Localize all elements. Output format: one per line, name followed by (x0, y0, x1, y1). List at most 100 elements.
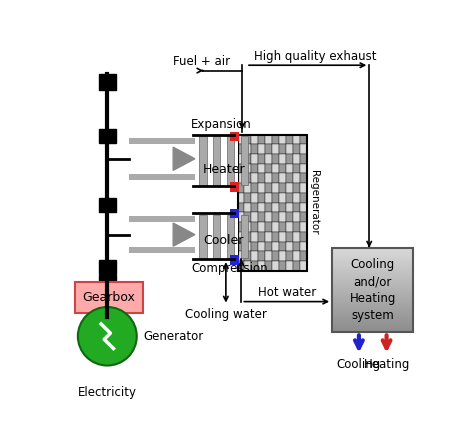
Bar (227, 136, 235, 184)
Bar (265, 232, 273, 241)
Bar (293, 222, 300, 232)
Bar (258, 261, 265, 271)
Bar (129, 247, 195, 253)
Bar (300, 261, 307, 271)
Bar (300, 241, 307, 251)
Bar (251, 203, 258, 212)
Text: Heating: Heating (364, 358, 410, 371)
Bar (293, 203, 300, 212)
Bar (293, 134, 300, 144)
Text: Heater: Heater (202, 163, 245, 176)
Bar (286, 193, 293, 203)
Bar (237, 232, 245, 241)
Bar (300, 222, 307, 232)
Polygon shape (173, 147, 195, 170)
Bar (195, 134, 237, 186)
Bar (286, 241, 293, 251)
Bar (213, 214, 220, 258)
Bar (293, 144, 300, 154)
Bar (237, 144, 245, 154)
Bar (258, 164, 265, 173)
Bar (99, 129, 116, 143)
Bar (293, 193, 300, 203)
Bar (300, 144, 307, 154)
Bar (245, 134, 251, 144)
Bar (237, 241, 245, 251)
Bar (245, 203, 251, 212)
Bar (99, 74, 116, 90)
Bar (237, 183, 245, 193)
Bar (286, 154, 293, 164)
Bar (237, 134, 245, 144)
Bar (258, 251, 265, 261)
Bar (251, 193, 258, 203)
Bar (251, 251, 258, 261)
Bar (230, 209, 239, 218)
Bar (245, 173, 251, 183)
Bar (286, 251, 293, 261)
Text: Regenerator: Regenerator (309, 170, 319, 235)
Bar (237, 173, 245, 183)
Bar (332, 248, 413, 333)
Bar (129, 174, 195, 180)
Bar (286, 261, 293, 271)
Text: Gearbox: Gearbox (82, 291, 135, 304)
Text: Fuel + air: Fuel + air (173, 55, 229, 68)
Bar (273, 261, 279, 271)
Bar (251, 261, 258, 271)
Text: Hot water: Hot water (257, 286, 316, 299)
Bar (251, 212, 258, 222)
Bar (273, 232, 279, 241)
Bar (300, 164, 307, 173)
Text: Cooler: Cooler (204, 234, 244, 247)
Bar (75, 282, 143, 313)
Bar (279, 222, 286, 232)
Bar (279, 144, 286, 154)
Bar (199, 136, 207, 184)
Bar (245, 222, 251, 232)
Text: Expansion: Expansion (191, 119, 252, 131)
Bar (293, 232, 300, 241)
Bar (279, 203, 286, 212)
Text: Compression: Compression (191, 262, 268, 275)
Bar (279, 154, 286, 164)
Bar (300, 183, 307, 193)
Bar (245, 251, 251, 261)
Text: Electricity: Electricity (78, 386, 137, 398)
Bar (286, 222, 293, 232)
Bar (279, 134, 286, 144)
Bar (279, 251, 286, 261)
Bar (300, 134, 307, 144)
Bar (258, 222, 265, 232)
Circle shape (78, 307, 137, 366)
Bar (195, 213, 237, 259)
Bar (293, 212, 300, 222)
Bar (99, 199, 116, 212)
Bar (265, 261, 273, 271)
Bar (300, 173, 307, 183)
Bar (293, 173, 300, 183)
Bar (258, 203, 265, 212)
Bar (245, 183, 251, 193)
Bar (265, 134, 273, 144)
Polygon shape (173, 223, 195, 246)
Bar (273, 173, 279, 183)
Bar (251, 183, 258, 193)
Bar (258, 212, 265, 222)
Bar (251, 222, 258, 232)
Bar (251, 232, 258, 241)
Bar (230, 132, 239, 141)
Bar (213, 136, 220, 184)
Bar (293, 241, 300, 251)
Text: Cooling: Cooling (337, 358, 381, 371)
Bar (129, 137, 195, 144)
Bar (237, 251, 245, 261)
Bar (251, 154, 258, 164)
Bar (273, 212, 279, 222)
Bar (273, 154, 279, 164)
Bar (251, 173, 258, 183)
Text: Generator: Generator (143, 330, 203, 343)
Bar (265, 164, 273, 173)
Bar (245, 154, 251, 164)
Bar (237, 203, 245, 212)
